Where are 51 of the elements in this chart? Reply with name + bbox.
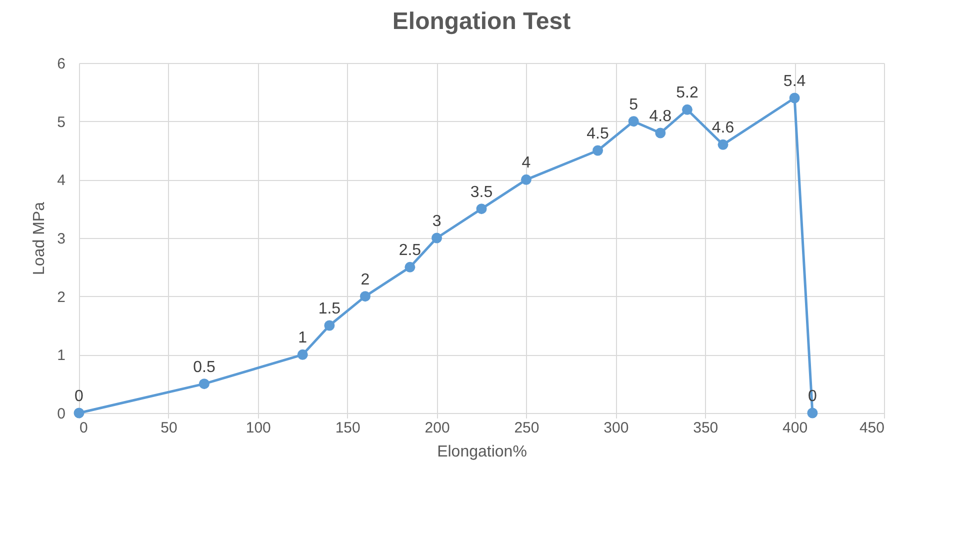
x-tick-label: 50	[160, 420, 178, 436]
data-label: 5	[629, 96, 638, 114]
data-label: 4.5	[586, 126, 609, 142]
point	[74, 408, 84, 418]
point	[789, 92, 800, 104]
point	[592, 145, 604, 156]
data-label: 0.5	[193, 358, 216, 376]
point	[198, 378, 210, 390]
y-tick-label: 1	[57, 347, 66, 364]
y-tick-label: 6	[57, 56, 66, 72]
y-tick-label: 4	[57, 172, 66, 190]
data-label: 1.5	[318, 300, 341, 318]
data-label: 0	[74, 388, 84, 405]
y-tick-label: 5	[57, 114, 66, 131]
point	[520, 174, 532, 185]
x-tick-label: 200	[424, 420, 450, 436]
point	[628, 116, 639, 127]
point	[476, 204, 487, 214]
y-tick-label: 2	[57, 288, 66, 306]
y-tick-label: 0	[57, 406, 66, 422]
data-label: 5.2	[676, 84, 698, 102]
point	[682, 104, 692, 115]
chart-title: Elongation Test	[392, 8, 571, 35]
data-label: 3	[432, 213, 442, 230]
point	[655, 128, 666, 138]
data-label: 4	[522, 154, 531, 172]
point	[360, 291, 370, 302]
y-tick-label: 3	[57, 230, 66, 248]
data-label: 4.8	[649, 108, 672, 125]
data-label: 4.6	[712, 120, 734, 137]
x-tick-label: 300	[604, 420, 629, 436]
point	[718, 139, 728, 150]
point	[807, 408, 818, 418]
data-label: 1	[298, 330, 308, 347]
y-axis-title: Load MPa	[31, 202, 48, 275]
x-tick-label: 100	[246, 420, 271, 436]
point	[297, 349, 308, 360]
data-label: 5.4	[783, 73, 806, 90]
x-tick-label: 0	[80, 420, 88, 436]
data-label: 2	[360, 271, 370, 288]
x-tick-label: 250	[514, 420, 540, 436]
data-label: 2.5	[398, 242, 422, 260]
x-tick-label: 150	[335, 420, 360, 436]
point	[324, 320, 335, 331]
point	[404, 262, 416, 272]
x-tick-label: 400	[782, 420, 808, 436]
point	[432, 232, 442, 244]
x-tick-label: 450	[859, 420, 884, 436]
x-axis-title: Elongation%	[437, 444, 527, 460]
x-tick-label: 350	[693, 420, 718, 436]
data-label: 3.5	[470, 184, 493, 201]
